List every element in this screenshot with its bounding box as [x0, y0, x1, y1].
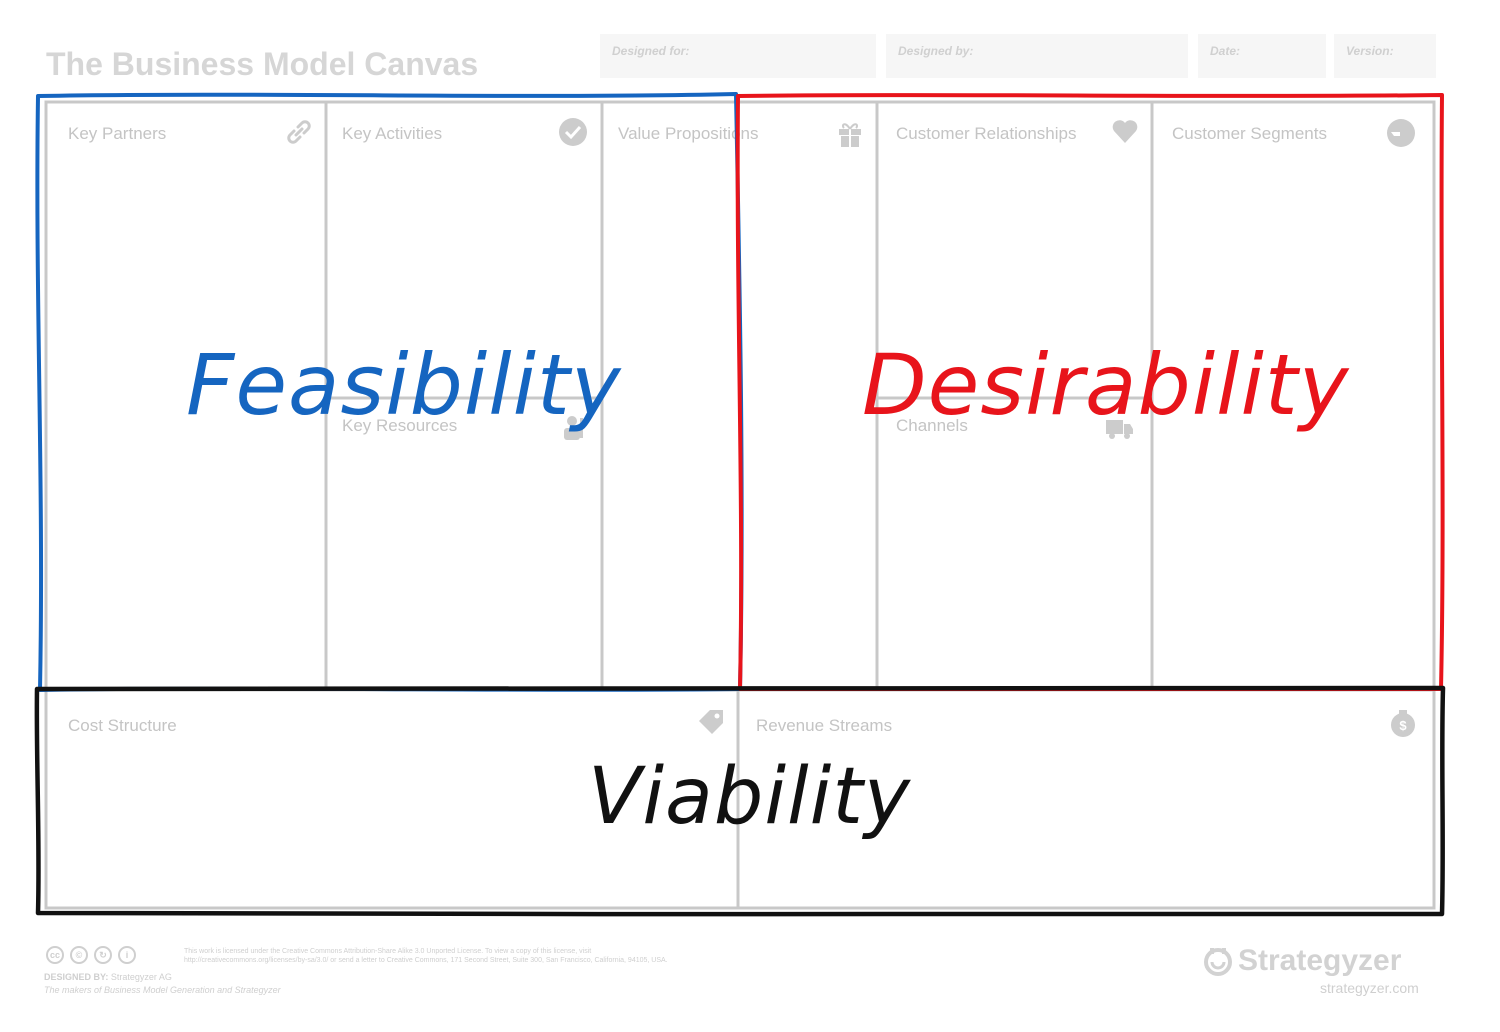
svg-text:$: $ — [1399, 718, 1407, 733]
designed-by-label: Designed by: — [898, 44, 974, 58]
channels-label: Channels — [896, 416, 968, 435]
customer-segments-label: Customer Segments — [1172, 124, 1327, 143]
designed-for-field[interactable]: Designed for: — [600, 34, 876, 78]
link-icon — [284, 117, 314, 147]
tag-icon — [696, 707, 726, 737]
designed-by-footer-label: DESIGNED BY: — [44, 972, 109, 982]
strategyzer-logo-icon — [1204, 948, 1232, 976]
version-field[interactable]: Version: — [1334, 34, 1436, 78]
license-text-line2: http://creativecommons.org/licenses/by-s… — [184, 957, 668, 964]
heart-icon — [1110, 116, 1140, 146]
canvas-outer-border — [44, 100, 1436, 910]
license-icons: cc © ↻ i — [46, 946, 136, 964]
sa-icon: ↻ — [94, 946, 112, 964]
cc-icon: cc — [46, 946, 64, 964]
desirability-annotation: Desirability — [862, 336, 1350, 434]
designed-for-label: Designed for: — [612, 44, 690, 58]
designed-by-footer: DESIGNED BY: Strategyzer AG — [44, 972, 172, 982]
by-icon: © — [70, 946, 88, 964]
strategyzer-url[interactable]: strategyzer.com — [1320, 980, 1419, 996]
date-field[interactable]: Date: — [1198, 34, 1326, 78]
revenue-streams-label: Revenue Streams — [756, 716, 893, 735]
gift-icon — [835, 119, 865, 149]
strategyzer-logo: Strategyzer — [1202, 944, 1401, 978]
money-bag-icon: $ — [1388, 708, 1418, 738]
check-circle-icon — [558, 117, 588, 147]
key-activities-label: Key Activities — [342, 124, 443, 143]
license-text-line1: This work is licensed under the Creative… — [184, 948, 592, 955]
key-resources-label: Key Resources — [342, 416, 458, 435]
cost-structure-label: Cost Structure — [68, 716, 177, 735]
viability-annotation: Viability — [588, 752, 912, 842]
canvas-title: The Business Model Canvas — [46, 46, 479, 82]
designed-by-footer-value: Strategyzer AG — [110, 972, 172, 982]
viability-region-border — [34, 685, 1446, 917]
truck-icon — [1104, 412, 1134, 442]
worker-icon — [558, 412, 588, 442]
date-label: Date: — [1210, 44, 1241, 58]
strategyzer-brand: Strategyzer — [1238, 944, 1402, 977]
version-label: Version: — [1346, 44, 1394, 58]
value-propositions-label: Value Propositions — [618, 124, 759, 143]
head-icon — [1386, 118, 1416, 148]
designed-by-field[interactable]: Designed by: — [886, 34, 1188, 78]
makers-line: The makers of Business Model Generation … — [44, 985, 281, 995]
feasibility-annotation: Feasibility — [186, 336, 622, 434]
attribution-icon: i — [118, 946, 136, 964]
customer-relationships-label: Customer Relationships — [896, 124, 1077, 143]
key-partners-label: Key Partners — [68, 124, 167, 143]
